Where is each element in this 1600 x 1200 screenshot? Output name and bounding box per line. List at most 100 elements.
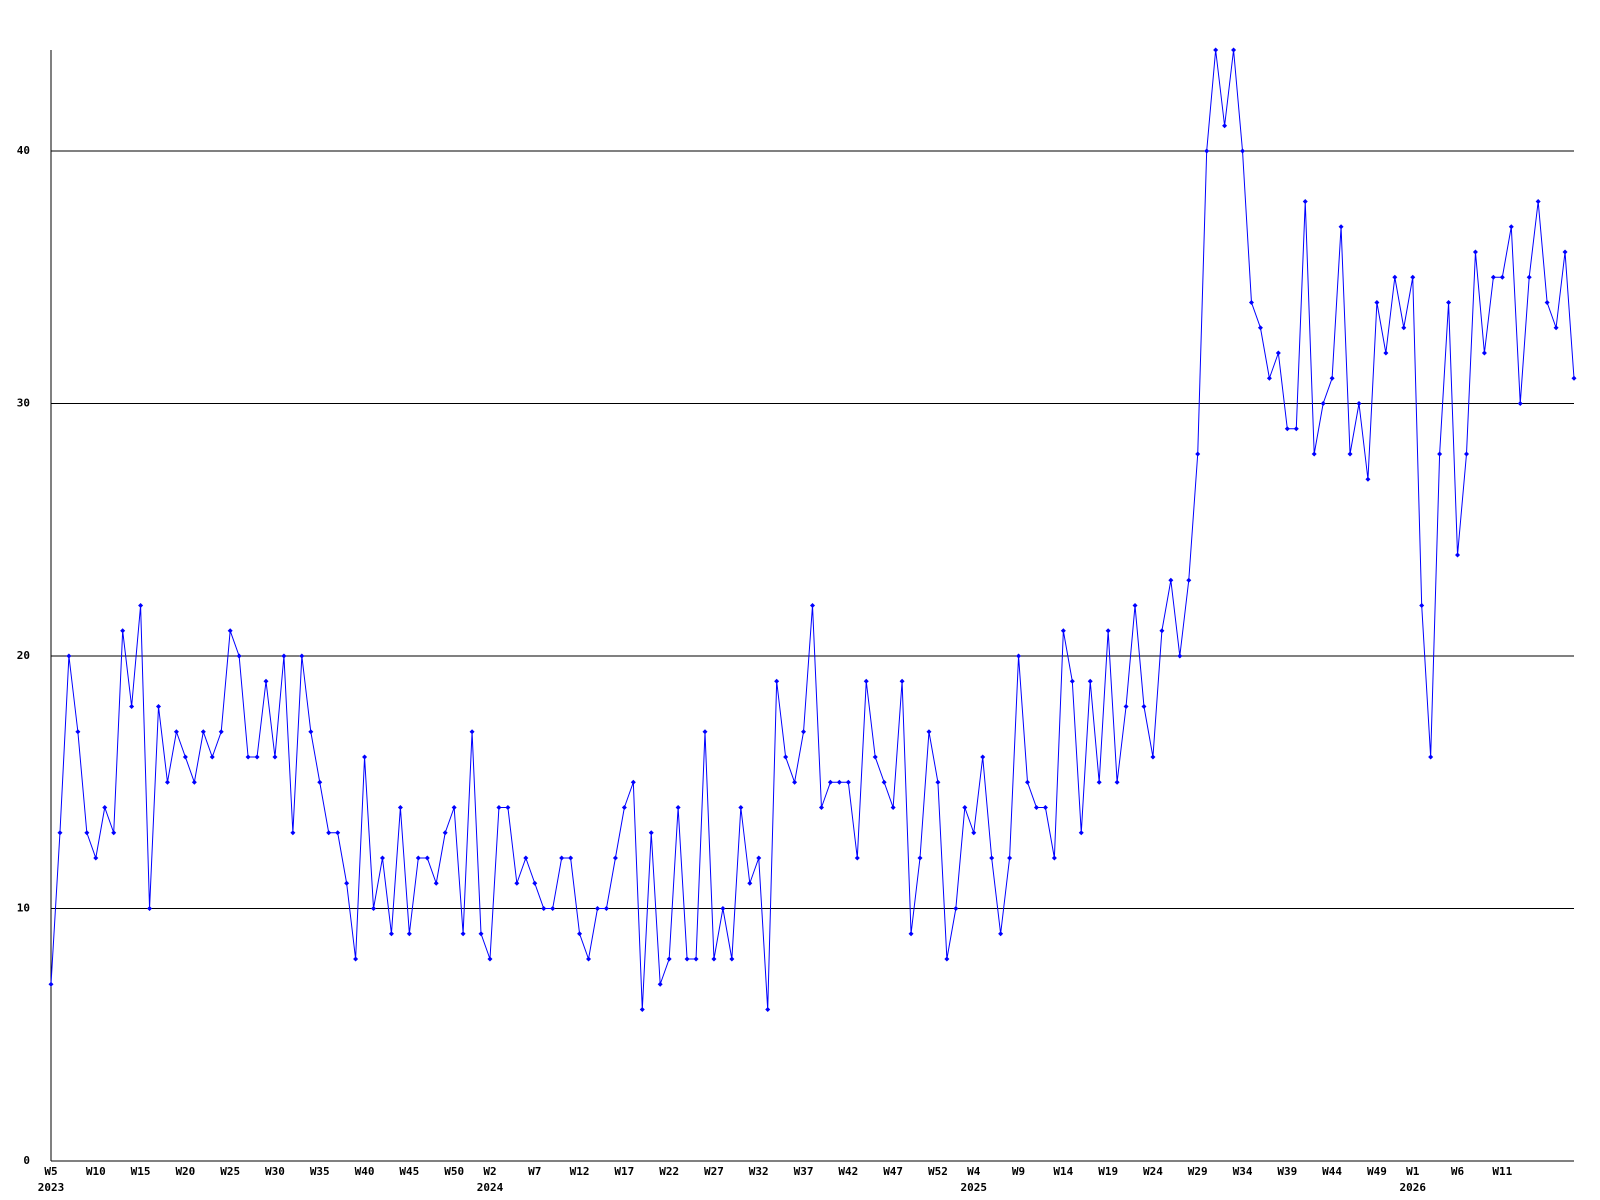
data-point [1141, 704, 1147, 709]
data-point [1455, 552, 1461, 558]
data-point [218, 729, 224, 735]
data-point [326, 830, 332, 836]
data-point [263, 678, 269, 684]
data-point [1213, 47, 1219, 53]
data-point [827, 779, 833, 785]
x-tick-label: W19 [1098, 1165, 1118, 1178]
data-point [881, 779, 887, 785]
data-point [1284, 426, 1290, 432]
data-point [245, 754, 251, 760]
data-point [1177, 653, 1183, 659]
x-tick-label: W34 [1233, 1165, 1253, 1178]
data-point [729, 956, 735, 962]
data-point [1302, 199, 1308, 204]
data-point [1401, 325, 1407, 331]
data-point [836, 779, 842, 785]
data-point [783, 754, 789, 760]
y-tick-label: 10 [17, 902, 30, 915]
data-point [675, 805, 681, 810]
data-point [765, 1007, 771, 1012]
data-point [612, 855, 618, 861]
x-tick-label: W5 [44, 1165, 57, 1178]
data-point [684, 956, 690, 962]
data-point [756, 855, 762, 861]
data-point [854, 855, 860, 861]
data-point [164, 779, 170, 785]
data-point [1186, 577, 1192, 583]
data-point [1499, 274, 1505, 280]
data-point [639, 1007, 645, 1012]
x-tick-label: W14 [1053, 1165, 1073, 1178]
data-point [908, 931, 914, 937]
x-year-label: 2023 [38, 1181, 65, 1194]
data-point [1025, 779, 1031, 785]
data-point [774, 678, 780, 684]
data-point [281, 653, 287, 659]
data-point [129, 704, 135, 709]
data-point [1195, 451, 1201, 457]
x-tick-label: W30 [265, 1165, 285, 1178]
data-point [173, 729, 179, 735]
data-point [1517, 401, 1523, 406]
data-point [1042, 805, 1048, 810]
data-point [917, 855, 923, 861]
y-tick-label: 0 [23, 1154, 30, 1167]
data-point [379, 855, 385, 861]
data-point [353, 956, 359, 962]
data-line [50, 49, 1575, 1010]
data-point [1329, 375, 1335, 381]
x-tick-label: W45 [399, 1165, 419, 1178]
y-tick-label: 20 [17, 649, 30, 662]
x-tick-label: W6 [1451, 1165, 1465, 1178]
data-point [308, 729, 314, 735]
x-tick-label: W39 [1277, 1165, 1297, 1178]
data-point [1293, 426, 1299, 432]
data-point [523, 855, 529, 861]
data-point [209, 754, 215, 760]
data-point [1240, 148, 1246, 154]
data-point [1320, 401, 1326, 406]
data-point [971, 830, 977, 836]
data-point [980, 754, 986, 760]
data-point [156, 704, 162, 709]
data-point [594, 906, 600, 911]
data-point [227, 628, 233, 634]
data-point [236, 653, 242, 659]
data-point [711, 956, 717, 962]
data-point [1481, 350, 1487, 356]
data-point [738, 805, 744, 810]
data-point [1204, 148, 1210, 154]
data-point [120, 628, 126, 634]
data-point [792, 779, 798, 785]
data-point [1365, 476, 1371, 482]
x-tick-label: W24 [1143, 1165, 1163, 1178]
x-tick-label: W32 [749, 1165, 769, 1178]
data-point [505, 805, 511, 810]
x-year-label: 2026 [1399, 1181, 1426, 1194]
data-point [747, 880, 753, 886]
data-point [1248, 300, 1254, 305]
data-point [541, 906, 547, 911]
data-point [102, 805, 108, 810]
data-point [469, 729, 475, 735]
x-tick-label: W27 [704, 1165, 724, 1178]
data-point [603, 906, 609, 911]
data-point [48, 981, 54, 987]
data-point [1535, 199, 1541, 204]
data-point [1231, 47, 1237, 53]
y-tick-label: 30 [17, 397, 30, 410]
x-tick-label: W29 [1188, 1165, 1208, 1178]
data-point [1114, 779, 1120, 785]
data-point [1526, 274, 1532, 280]
data-point [424, 855, 430, 861]
data-point [433, 880, 439, 886]
x-tick-label: W2 [483, 1165, 496, 1178]
data-point [1159, 628, 1165, 634]
data-point [872, 754, 878, 760]
data-point [1033, 805, 1039, 810]
x-tick-label: W37 [794, 1165, 814, 1178]
data-point [111, 830, 117, 836]
data-point [657, 981, 663, 987]
data-point [362, 754, 368, 760]
